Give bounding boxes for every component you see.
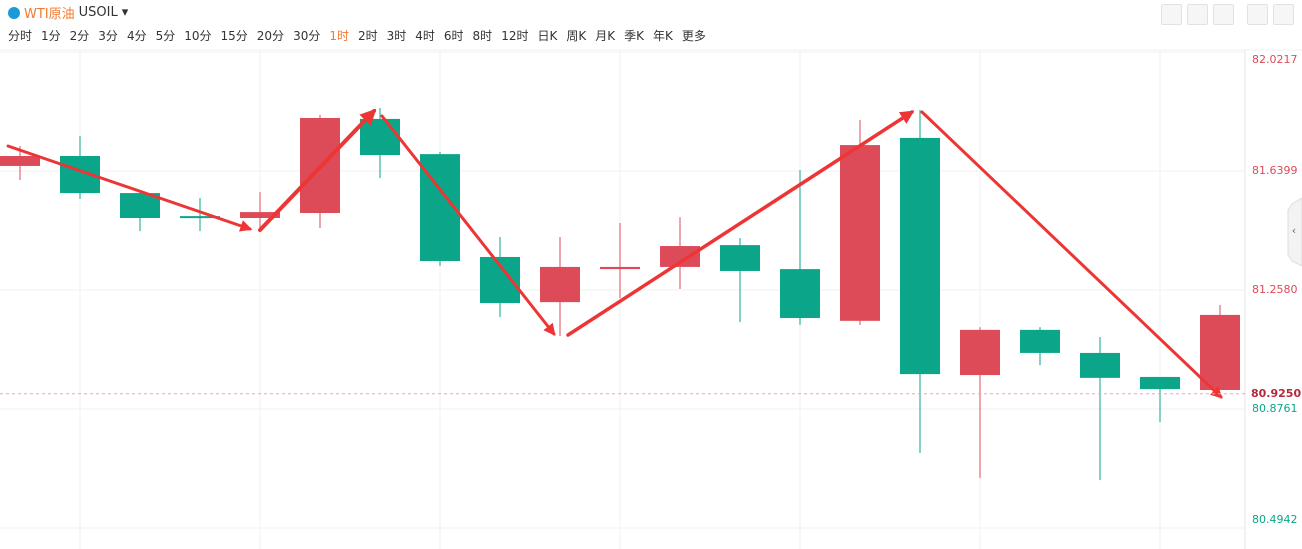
- candle-body: [1080, 352, 1120, 378]
- last-price-label: 80.9250: [1251, 387, 1301, 400]
- candle-body: [1200, 314, 1240, 391]
- timeframe-tab[interactable]: 月K: [595, 29, 616, 43]
- timeframe-tab[interactable]: 更多: [681, 29, 706, 43]
- timeframe-tab[interactable]: 5分: [155, 29, 176, 43]
- timeframe-tab[interactable]: 2时: [357, 29, 378, 43]
- candles: [0, 50, 1245, 549]
- candle-body: [660, 246, 700, 267]
- candle-body: [0, 155, 40, 166]
- y-tick-label: 82.0217: [1252, 53, 1298, 66]
- candle-body: [360, 118, 400, 156]
- timeframe-tab[interactable]: 4时: [415, 29, 435, 43]
- timeframe-tab[interactable]: 6时: [443, 29, 464, 43]
- symbol-name: WTI原油: [24, 7, 75, 22]
- tool-button[interactable]: [1187, 4, 1208, 25]
- candle-body: [1020, 329, 1060, 353]
- arrow: [920, 110, 1223, 399]
- timeframe-tab[interactable]: 2分: [69, 29, 90, 43]
- timeframe-tab[interactable]: 3分: [98, 29, 118, 43]
- timeframe-tab[interactable]: 8时: [472, 29, 493, 43]
- symbol-code: USOIL: [78, 5, 118, 20]
- candle-body: [600, 266, 640, 270]
- candle-body: [720, 245, 760, 271]
- candle-body: [780, 269, 820, 319]
- arrow: [6, 144, 253, 232]
- arrow: [566, 110, 915, 337]
- timeframe-tab[interactable]: 3时: [386, 29, 407, 43]
- side-tab[interactable]: [1287, 197, 1302, 267]
- symbol-icon: [8, 6, 20, 19]
- toolbar: WTI原油 USOIL ▾ 分时 1分 2分 3分 4分 5分 10分 15分 20分 30分 1时…: [0, 0, 1302, 50]
- timeframe-tab[interactable]: 日K: [537, 29, 558, 43]
- y-tick-label: 80.4942: [1252, 513, 1298, 526]
- timeframe-tab[interactable]: 30分: [293, 29, 321, 43]
- last-price-box: [1247, 385, 1299, 402]
- timeframe-tab[interactable]: 15分: [220, 29, 248, 43]
- candle-body: [540, 266, 580, 303]
- arrow: [380, 114, 556, 336]
- symbol-selector[interactable]: WTI原油 USOIL ▾: [8, 3, 128, 22]
- chart-tools: [1161, 4, 1294, 25]
- tool-button[interactable]: [1247, 4, 1268, 25]
- tool-button[interactable]: [1213, 4, 1234, 25]
- trend-arrows: [6, 108, 1223, 399]
- timeframe-tab[interactable]: 1时: [329, 29, 349, 43]
- candle-body: [900, 137, 940, 375]
- y-tick-label: 80.8761: [1252, 402, 1298, 415]
- y-tick-label: 81.6399: [1252, 164, 1298, 177]
- y-tick-label: 81.2580: [1252, 283, 1298, 296]
- timeframe-tab[interactable]: 季K: [624, 29, 644, 43]
- timeframe-tab[interactable]: 1分: [41, 29, 61, 43]
- candle-body: [1140, 376, 1180, 390]
- dropdown-caret: ▾: [121, 5, 129, 20]
- timeframe-tab[interactable]: 12时: [501, 29, 529, 43]
- timeframe-tab[interactable]: 4分: [126, 29, 147, 43]
- timeframe-tab[interactable]: 分时: [8, 29, 33, 43]
- tool-button[interactable]: [1161, 4, 1182, 25]
- candle-body: [180, 216, 220, 219]
- side-tab-icon: ‹: [1292, 224, 1296, 237]
- candle-body: [840, 145, 880, 321]
- arrow: [258, 108, 377, 232]
- timeframe-tab[interactable]: 周K: [566, 29, 587, 43]
- timeframe-tabs: 分时 1分 2分 3分 4分 5分 10分 15分 20分 30分 1时 2时 3时 4时 6时 8时 12时日…: [8, 27, 706, 44]
- close-button[interactable]: [1273, 4, 1294, 25]
- timeframe-tab[interactable]: 20分: [256, 29, 285, 43]
- candle-body: [240, 212, 280, 219]
- timeframe-tab[interactable]: 年K: [652, 29, 673, 43]
- candle-body: [960, 329, 1000, 376]
- timeframe-tab[interactable]: 10分: [184, 29, 212, 43]
